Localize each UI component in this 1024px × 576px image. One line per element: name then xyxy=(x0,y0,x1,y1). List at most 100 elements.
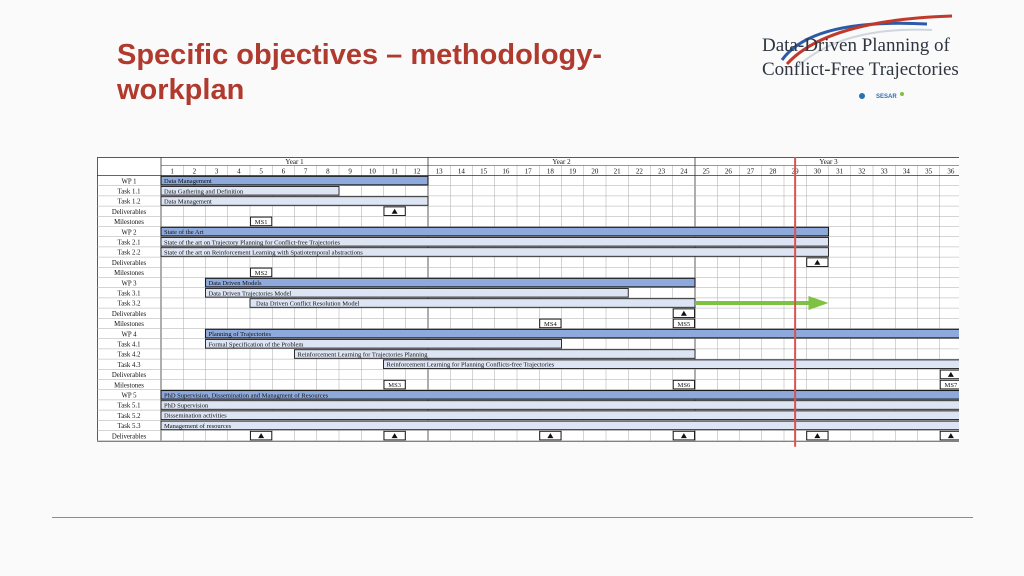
year-header: Year 3 xyxy=(819,158,838,166)
task-bar-label: Data Driven Conflict Resolution Model xyxy=(256,301,359,308)
row-label: WP 1 xyxy=(121,178,136,185)
milestone-box xyxy=(250,216,273,227)
sesar-logo-label: SESAR xyxy=(876,94,897,100)
milestone-label: MS6 xyxy=(678,382,691,389)
row-label: Deliverables xyxy=(112,260,147,267)
month-header: 4 xyxy=(237,168,241,176)
deliverable-marker-icon xyxy=(680,310,687,316)
task-bar-label: Management of resources xyxy=(164,423,232,430)
project-logo: Data-Driven Planning of Conflict-Free Tr… xyxy=(752,12,1007,112)
row-label: Task 3.1 xyxy=(118,291,141,298)
row-label: Task 1.1 xyxy=(118,189,141,196)
gantt-svg: Year 1 Year 2 Year 31 2 3 4 5 6 7 8 9 10 11 12 13 14 15 1… xyxy=(97,155,963,447)
row-label: Deliverables xyxy=(112,433,147,440)
row-label: Task 2.1 xyxy=(118,240,141,247)
deliverable-marker-icon xyxy=(391,208,398,214)
row-label: Task 2.2 xyxy=(118,250,142,257)
month-header: 27 xyxy=(747,168,755,176)
month-header: 8 xyxy=(326,168,330,176)
task-bar xyxy=(160,186,340,196)
task-bar xyxy=(160,400,963,410)
row-label: Milestones xyxy=(114,219,144,226)
task-bar-label: Data Driven Trajectories Model xyxy=(209,290,292,297)
milestone-box xyxy=(250,267,273,278)
row-label: Milestones xyxy=(114,382,144,389)
milestone-label: MS3 xyxy=(388,382,401,389)
month-header: 1 xyxy=(170,168,174,176)
task-bar xyxy=(204,277,696,288)
row-label: Milestones xyxy=(114,270,144,277)
row-label: Task 5.2 xyxy=(118,413,142,420)
task-bar-label: Formal Specification of the Problem xyxy=(209,341,304,348)
month-header: 18 xyxy=(547,168,555,176)
month-header: 10 xyxy=(369,168,377,176)
month-header: 15 xyxy=(480,168,488,176)
task-bar xyxy=(160,175,429,186)
task-bar xyxy=(205,288,629,298)
month-header: 36 xyxy=(947,168,955,176)
task-bar-label: Planning of Trajectories xyxy=(209,331,272,338)
month-header: 21 xyxy=(614,168,622,176)
month-header: 12 xyxy=(413,168,421,176)
month-header: 25 xyxy=(703,168,711,176)
month-header: 11 xyxy=(391,168,398,176)
month-header: 28 xyxy=(769,168,777,176)
milestone-label: MS1 xyxy=(255,219,268,226)
row-label: WP 5 xyxy=(121,393,137,400)
month-header: 32 xyxy=(858,168,866,176)
month-header: 22 xyxy=(636,168,644,176)
task-bar-label: Dissemination activities xyxy=(164,413,227,420)
extension-arrow-head xyxy=(808,296,829,310)
row-label: Task 3.2 xyxy=(118,301,142,308)
row-label: WP 4 xyxy=(121,331,137,338)
row-label: Deliverables xyxy=(112,209,147,216)
month-header: 33 xyxy=(881,168,889,176)
deliverable-marker-icon xyxy=(680,433,687,439)
milestone-label: MS5 xyxy=(678,321,691,328)
month-header: 5 xyxy=(259,168,263,176)
extension-arrow-shaft xyxy=(695,301,809,305)
month-header: 17 xyxy=(525,168,533,176)
month-header: 3 xyxy=(215,168,219,176)
row-label: Task 4.1 xyxy=(118,342,141,349)
row-label: Task 4.3 xyxy=(118,362,142,369)
task-bar-label: PhD Supervision, Dissemination and Manag… xyxy=(164,392,329,399)
task-bar-label: Data Management xyxy=(164,178,212,185)
row-label: Task 5.1 xyxy=(118,403,141,410)
row-label: WP 3 xyxy=(121,280,137,287)
task-bar xyxy=(294,349,696,359)
year-header: Year 2 xyxy=(552,158,571,166)
month-header: 16 xyxy=(502,168,510,176)
task-bar-label: Data Driven Models xyxy=(209,280,263,287)
month-header: 19 xyxy=(569,168,577,176)
task-bar xyxy=(204,328,963,339)
deliverable-marker-icon xyxy=(947,371,954,377)
task-bar-label: Reinforcement Learning for Trajectories … xyxy=(298,352,429,359)
row-label: Task 4.2 xyxy=(118,352,142,359)
month-header: 20 xyxy=(591,168,599,176)
task-bar-label: Data Gathering and Definition xyxy=(164,188,244,195)
logo-swoosh-icon xyxy=(780,14,953,99)
row-label: WP 2 xyxy=(121,229,137,236)
logo-line-1: Data-Driven Planning of xyxy=(762,35,950,56)
row-label: Task 5.3 xyxy=(118,423,142,430)
row-label: Milestones xyxy=(114,321,144,328)
month-header: 2 xyxy=(193,168,197,176)
task-bar xyxy=(160,420,963,431)
month-header: 6 xyxy=(282,168,286,176)
milestone-box xyxy=(539,318,562,329)
deliverable-marker-icon xyxy=(947,433,954,439)
month-header: 35 xyxy=(925,168,933,176)
row-label: Deliverables xyxy=(112,311,147,318)
footer-divider xyxy=(52,517,973,518)
deliverable-marker-icon xyxy=(391,433,398,439)
task-bar-label: PhD Supervision xyxy=(164,403,209,410)
deliverable-marker-icon xyxy=(547,433,554,439)
logo-line-2: Conflict-Free Trajectories xyxy=(762,59,959,80)
month-header: 7 xyxy=(304,168,308,176)
month-header: 24 xyxy=(680,168,688,176)
task-bar xyxy=(205,339,562,349)
task-bar-label: State of the art on Reinforcement Learni… xyxy=(164,250,363,257)
month-header: 31 xyxy=(836,168,844,176)
year-header: Year 1 xyxy=(285,158,304,166)
